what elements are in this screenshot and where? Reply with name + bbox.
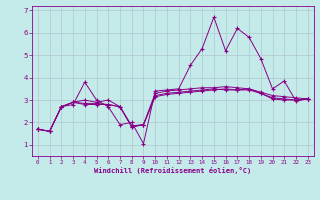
- X-axis label: Windchill (Refroidissement éolien,°C): Windchill (Refroidissement éolien,°C): [94, 167, 252, 174]
